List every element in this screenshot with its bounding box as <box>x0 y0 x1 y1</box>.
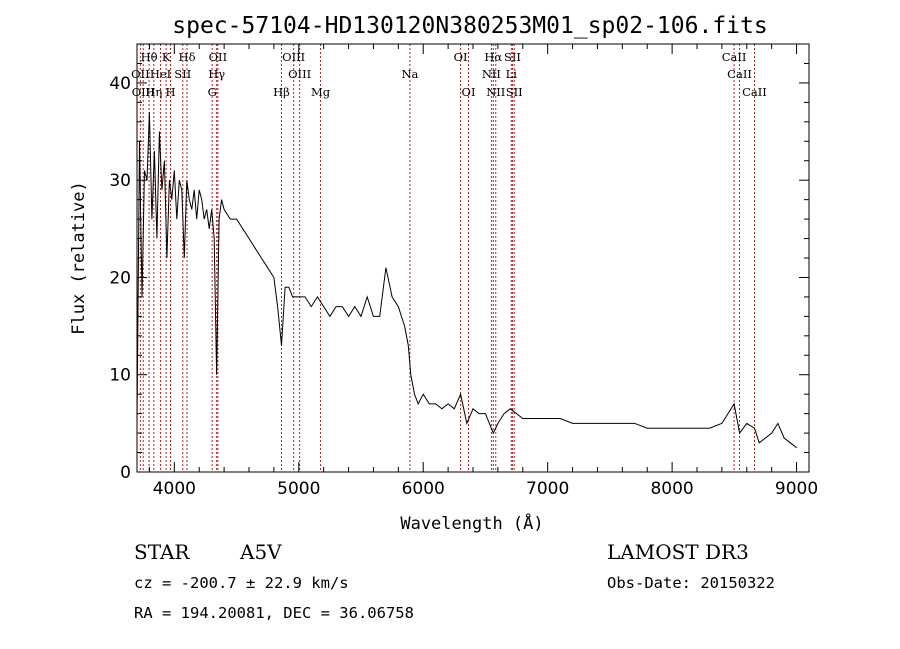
spectral-line-label: Hθ <box>141 50 158 64</box>
spectral-line-label: OII <box>131 67 150 81</box>
spectral-line-label: OI <box>454 50 468 64</box>
x-axis-label: Wavelength (Å) <box>400 512 543 534</box>
spectral-line-label: SII <box>504 50 521 64</box>
spectral-lines <box>139 44 755 472</box>
spectral-line-label: HeI <box>150 67 171 81</box>
spectral-line-label: Mg <box>311 85 331 99</box>
spectral-line-label: OIII <box>282 50 305 64</box>
x-tick-label: 8000 <box>650 479 693 499</box>
spectral-line-label: Hη <box>145 85 162 99</box>
y-tick-label: 30 <box>109 171 131 191</box>
spectral-line-label: Li <box>506 67 518 81</box>
spectral-line-label: Na <box>401 67 418 81</box>
spectral-line-label: CaII <box>742 85 767 99</box>
series-layer <box>136 112 797 449</box>
observation-date: Obs-Date: 20150322 <box>607 574 775 592</box>
object-subclass: A5V <box>240 540 282 564</box>
spectral-line-label: NII <box>486 85 505 99</box>
x-tick-label: 4000 <box>153 479 196 499</box>
y-tick-label: 0 <box>120 463 131 483</box>
spectral-line-label: Hγ <box>208 67 225 81</box>
spectral-line-label: SII <box>506 85 523 99</box>
spectral-line-label: CaII <box>727 67 752 81</box>
spectral-line-label: Hα <box>484 50 502 64</box>
x-tick-label: 6000 <box>402 479 445 499</box>
x-tick-label: 9000 <box>775 479 818 499</box>
y-tick-label: 20 <box>109 268 131 288</box>
spectral-line-label: OIII <box>288 67 311 81</box>
plot-frame <box>136 43 810 473</box>
spectrum-line <box>136 112 797 449</box>
coordinates-readout: RA = 194.20081, DEC = 36.06758 <box>134 604 414 622</box>
y-axis: 0 10 20 30 40 <box>109 43 809 483</box>
y-tick-label: 10 <box>109 366 131 386</box>
spectral-line-label: H <box>165 85 175 99</box>
object-class: STAR <box>134 540 190 564</box>
x-axis: 4000 5000 6000 7000 8000 9000 <box>148 44 818 499</box>
redshift-readout: cz = -200.7 ± 22.9 km/s <box>134 574 349 592</box>
chart-title: spec-57104-HD130120N380253M01_sp02-106.f… <box>172 13 767 39</box>
x-tick-label: 7000 <box>526 479 569 499</box>
spectral-line-label: G <box>208 85 217 99</box>
x-tick-label: 5000 <box>277 479 320 499</box>
spectral-line-label: OI <box>462 85 476 99</box>
spectral-line-label: Hδ <box>179 50 196 64</box>
spectral-line-label: K <box>162 50 171 64</box>
spectral-line-label: CaII <box>722 50 747 64</box>
spectral-line-label: SII <box>174 67 191 81</box>
survey-name: LAMOST DR3 <box>607 540 749 564</box>
spectral-line-label: Hβ <box>273 85 290 99</box>
y-axis-label: Flux (relative) <box>69 181 89 335</box>
spectral-line-label: NII <box>482 67 501 81</box>
spectral-line-label: OII <box>209 50 228 64</box>
y-tick-label: 40 <box>109 74 131 94</box>
